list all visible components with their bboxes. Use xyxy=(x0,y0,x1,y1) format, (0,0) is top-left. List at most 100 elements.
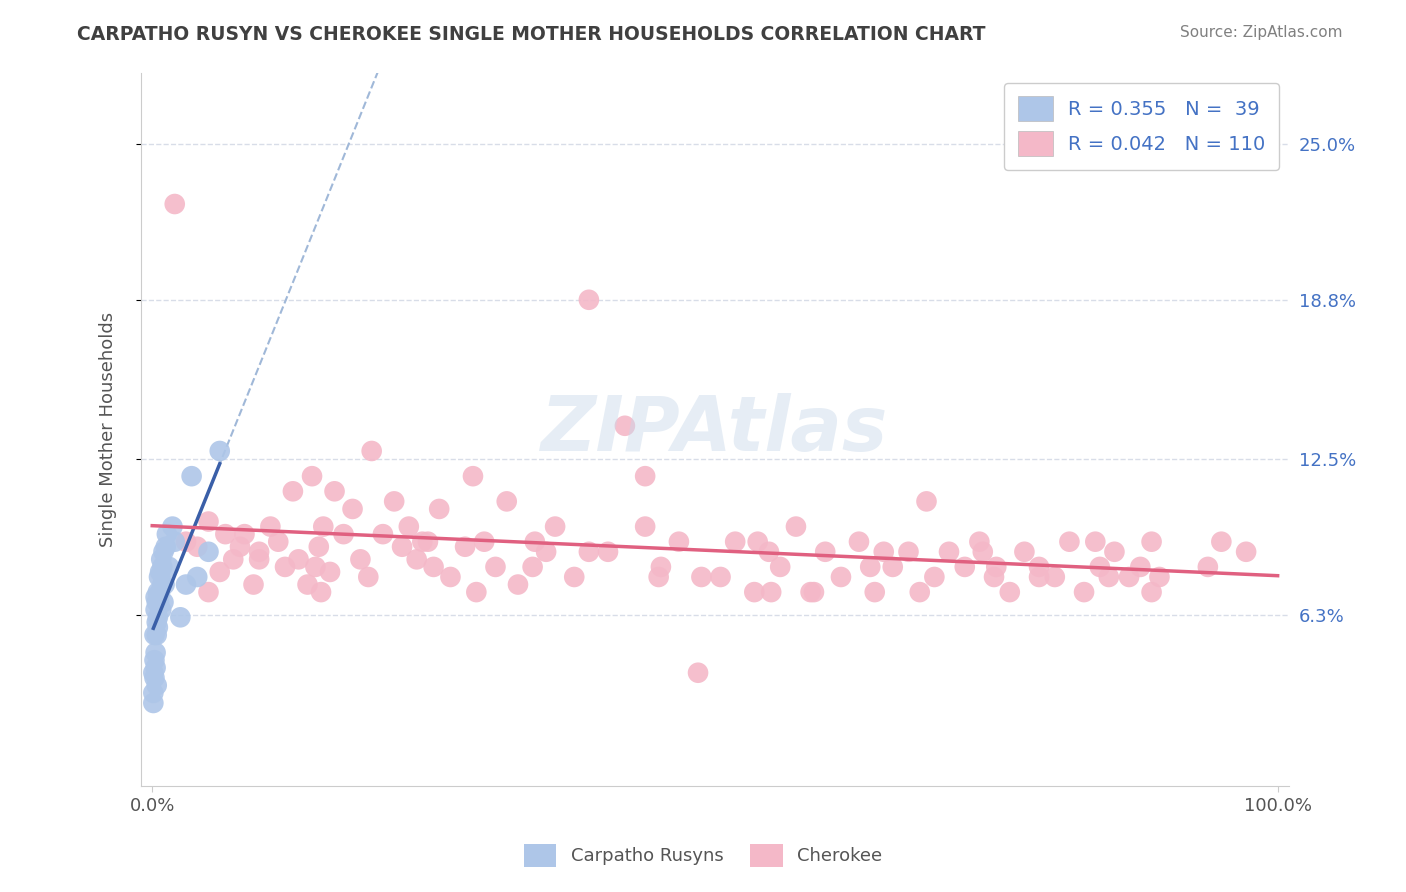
Point xyxy=(908,585,931,599)
Point xyxy=(150,603,173,617)
Point xyxy=(247,545,270,559)
Point xyxy=(578,293,600,307)
Point xyxy=(208,444,231,458)
Point xyxy=(495,494,517,508)
Point xyxy=(242,577,264,591)
Point xyxy=(163,197,186,211)
Legend: R = 0.355   N =  39, R = 0.042   N = 110: R = 0.355 N = 39, R = 0.042 N = 110 xyxy=(1004,83,1279,169)
Point xyxy=(319,565,342,579)
Point xyxy=(222,552,245,566)
Point xyxy=(143,653,166,667)
Point xyxy=(229,540,252,554)
Point xyxy=(472,534,495,549)
Point xyxy=(152,545,174,559)
Point xyxy=(534,545,557,559)
Point xyxy=(145,615,167,630)
Point xyxy=(174,577,197,591)
Point xyxy=(613,418,636,433)
Point xyxy=(142,686,165,700)
Point xyxy=(150,552,173,566)
Point xyxy=(180,469,202,483)
Point xyxy=(427,502,450,516)
Point xyxy=(398,519,420,533)
Point xyxy=(146,620,169,634)
Point xyxy=(149,565,172,579)
Point xyxy=(668,534,690,549)
Point xyxy=(274,560,297,574)
Point xyxy=(785,519,807,533)
Point xyxy=(1104,545,1126,559)
Point xyxy=(149,585,172,599)
Point xyxy=(544,519,567,533)
Point xyxy=(332,527,354,541)
Point xyxy=(562,570,585,584)
Point xyxy=(349,552,371,566)
Point xyxy=(371,527,394,541)
Point xyxy=(859,560,882,574)
Point xyxy=(342,502,364,516)
Text: Source: ZipAtlas.com: Source: ZipAtlas.com xyxy=(1180,25,1343,40)
Point xyxy=(873,545,896,559)
Point xyxy=(1140,585,1163,599)
Point xyxy=(998,585,1021,599)
Point xyxy=(634,469,657,483)
Point xyxy=(208,565,231,579)
Point xyxy=(690,570,713,584)
Point xyxy=(972,545,994,559)
Point xyxy=(596,545,619,559)
Point xyxy=(150,560,173,574)
Point xyxy=(1197,560,1219,574)
Point xyxy=(800,585,823,599)
Point xyxy=(143,628,166,642)
Point xyxy=(287,552,309,566)
Point xyxy=(1129,560,1152,574)
Point xyxy=(1084,534,1107,549)
Point xyxy=(308,540,330,554)
Point xyxy=(145,628,167,642)
Point xyxy=(1028,560,1050,574)
Point xyxy=(986,560,1008,574)
Point xyxy=(360,444,382,458)
Point xyxy=(146,610,169,624)
Point xyxy=(761,585,783,599)
Point xyxy=(1149,570,1171,584)
Point xyxy=(465,585,488,599)
Point xyxy=(197,515,219,529)
Point xyxy=(924,570,946,584)
Point xyxy=(145,603,167,617)
Point xyxy=(848,534,870,549)
Point xyxy=(647,570,669,584)
Point xyxy=(148,595,170,609)
Point xyxy=(897,545,920,559)
Text: ZIPAtlas: ZIPAtlas xyxy=(541,392,889,467)
Point xyxy=(1234,545,1257,559)
Point xyxy=(197,545,219,559)
Point xyxy=(803,585,825,599)
Point xyxy=(143,671,166,685)
Point xyxy=(1098,570,1121,584)
Point xyxy=(506,577,529,591)
Point xyxy=(186,540,208,554)
Point xyxy=(145,590,167,604)
Point xyxy=(1140,534,1163,549)
Point xyxy=(522,560,544,574)
Point xyxy=(578,545,600,559)
Point xyxy=(439,570,461,584)
Point xyxy=(214,527,236,541)
Point xyxy=(142,665,165,680)
Point xyxy=(309,585,332,599)
Point xyxy=(391,540,413,554)
Point xyxy=(174,534,197,549)
Point xyxy=(297,577,319,591)
Point xyxy=(145,595,167,609)
Point xyxy=(146,585,169,599)
Point xyxy=(312,519,335,533)
Point xyxy=(709,570,731,584)
Point xyxy=(634,519,657,533)
Point xyxy=(830,570,852,584)
Point xyxy=(323,484,346,499)
Point xyxy=(650,560,672,574)
Point xyxy=(156,527,179,541)
Point xyxy=(155,540,177,554)
Point xyxy=(259,519,281,533)
